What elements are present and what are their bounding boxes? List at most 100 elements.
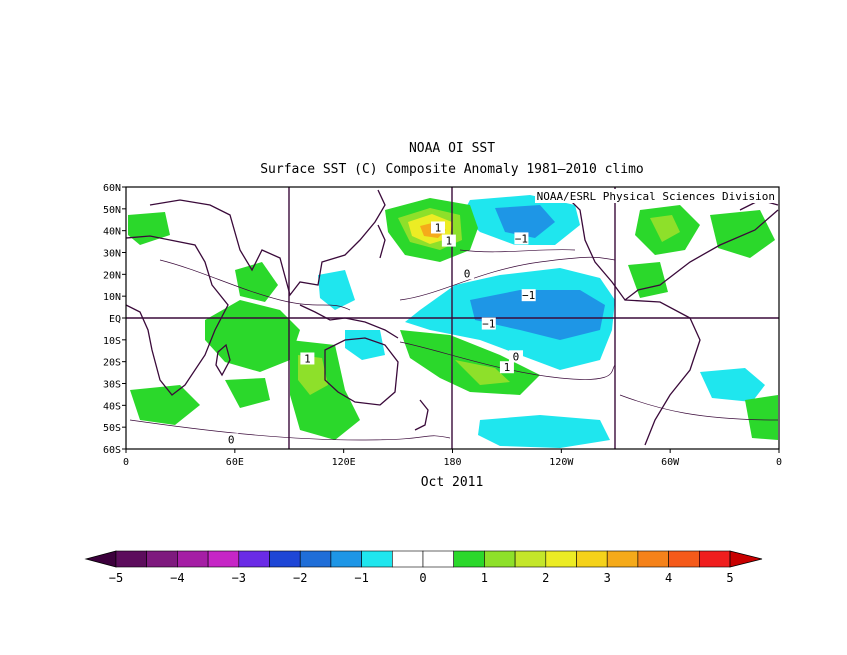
zero-contours: [129, 249, 779, 441]
colorbar-swatch: [177, 550, 209, 568]
colorbar-swatch: [576, 550, 608, 568]
contour-label: −1: [515, 232, 528, 245]
colorbar-swatch: [422, 550, 455, 568]
credit-label: NOAA/ESRL Physical Sciences Division: [537, 190, 775, 203]
contour-label-bg: [481, 317, 496, 330]
contour-label: 1: [435, 221, 442, 234]
colorbar: −5 −4 −3 −2 −1 0 1 2 3 4 5: [84, 550, 763, 585]
colorbar-label: 1: [481, 571, 488, 585]
lon-tick-label: 60W: [661, 457, 680, 468]
colorbar-swatch: [238, 550, 270, 568]
warm-anomaly-south-indian-2: [225, 378, 270, 408]
contour-label-bg: [460, 267, 475, 280]
warm-anomaly-west-australia-2: [298, 355, 328, 395]
contour-label: 1: [446, 235, 453, 248]
lat-tick-label: 20S: [103, 358, 121, 369]
contour-label: 0: [464, 267, 471, 280]
latitude-ticks: 60N 50N 40N 30N 20N 10N EQ 10S 20S 30S 40S 50S 60S: [103, 183, 126, 456]
contour-label-bg: [300, 352, 315, 365]
colorbar-swatch: [299, 550, 332, 568]
warm-anomaly-arabian-sea: [235, 262, 278, 302]
cool-anomaly-indonesia: [318, 270, 355, 310]
cool-anomaly-australia-east: [345, 330, 385, 360]
lon-tick-label: 180: [443, 457, 461, 468]
contour-line: [399, 256, 616, 301]
contour-label-bg: [430, 221, 445, 234]
lon-tick-label: 60E: [226, 457, 244, 468]
australia-outline: [324, 337, 399, 406]
colorbar-label: 2: [542, 571, 549, 585]
colorbar-swatch: [606, 550, 639, 568]
contour-line: [619, 394, 779, 421]
colorbar-swatch: [453, 550, 485, 568]
colorbar-swatch: [115, 550, 148, 568]
contour-label-bg: [514, 232, 529, 245]
colorbar-label: −2: [293, 571, 307, 585]
lon-tick-label: 0: [123, 457, 129, 468]
contour-line: [129, 419, 451, 441]
new-zealand-outline: [414, 399, 429, 431]
contour-label: −1: [482, 318, 495, 331]
lat-tick-label: 50N: [103, 205, 121, 216]
colorbar-label: 4: [665, 571, 672, 585]
lat-tick-label: 20N: [103, 270, 121, 281]
colorbar-swatch: [391, 550, 424, 568]
colorbar-label: −3: [232, 571, 246, 585]
lat-tick-label: 30S: [103, 380, 121, 391]
eurasia-outline: [149, 189, 386, 297]
colorbar-swatch: [698, 550, 731, 568]
colorbar-swatch: [545, 550, 577, 568]
warm-anomaly-south-atlantic: [745, 395, 778, 440]
colorbar-swatch: [146, 550, 178, 568]
colorbar-swatch: [269, 550, 301, 568]
lat-tick-label: 40S: [103, 401, 121, 412]
land-outlines: [125, 189, 779, 446]
credit-background: [535, 189, 777, 203]
date-label: Oct 2011: [421, 475, 484, 490]
contour-label: −1: [522, 289, 535, 302]
contour-label-bg: [224, 433, 239, 446]
lon-tick-label: 120W: [549, 457, 574, 468]
madagascar-outline: [215, 343, 231, 377]
colorbar-swatch: [207, 550, 240, 568]
lat-tick-label: 60S: [103, 445, 121, 456]
contour-label: 0: [513, 350, 520, 363]
lon-tick-label: 0: [776, 457, 782, 468]
africa-outline: [125, 235, 229, 396]
lat-tick-label: EQ: [109, 314, 121, 325]
colorbar-label: −1: [354, 571, 368, 585]
warm-anomaly-mid-atlantic: [710, 210, 775, 258]
cool-anomaly-south-pacific: [478, 415, 610, 448]
contour-label-bg: [499, 361, 514, 374]
lat-tick-label: 60N: [103, 183, 121, 194]
lon-tick-label: 120E: [332, 457, 356, 468]
contour-label: 1: [304, 352, 311, 365]
contour-label: 0: [228, 433, 235, 446]
colorbar-label: −5: [109, 571, 123, 585]
north-america-outline: [559, 189, 779, 301]
colorbar-swatch: [668, 550, 700, 568]
colorbar-swatch: [637, 550, 669, 568]
colorbar-label: 3: [604, 571, 611, 585]
colorbar-label: 0: [419, 571, 426, 585]
figure-title: NOAA OI SST: [409, 141, 495, 156]
contour-line: [399, 341, 616, 380]
warm-anomaly-south-indian: [130, 385, 200, 425]
colorbar-high-arrow: [729, 550, 763, 568]
lat-tick-label: 30N: [103, 249, 121, 260]
longitude-ticks: 0 60E 120E 180 120W 60W 0: [123, 449, 782, 468]
figure-subtitle: Surface SST (C) Composite Anomaly 1981—2…: [260, 162, 644, 177]
warm-anomaly-caribbean: [628, 262, 668, 298]
lat-tick-label: 50S: [103, 423, 121, 434]
colorbar-label: 5: [726, 571, 733, 585]
south-america-outline: [624, 299, 701, 446]
credit-box: NOAA/ESRL Physical Sciences Division: [535, 189, 777, 203]
warm-anomaly-south-pacific-2: [455, 360, 510, 385]
map-grid: [126, 187, 779, 449]
colorbar-swatch: [330, 550, 362, 568]
contour-line: [459, 249, 576, 253]
cool-anomaly-south-atlantic: [700, 368, 765, 402]
